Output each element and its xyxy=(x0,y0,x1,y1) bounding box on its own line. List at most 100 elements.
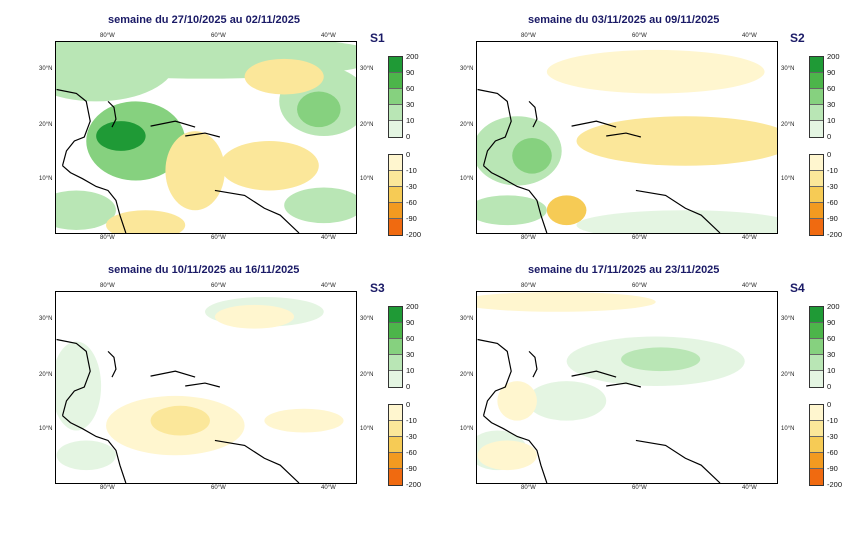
lat-tick-label: 20°N xyxy=(460,372,474,378)
dry-color-swatch xyxy=(810,155,823,171)
lon-tick-label: 60°W xyxy=(632,283,647,289)
lat-tick-label: 10°N xyxy=(360,176,374,182)
dry-anomaly-area xyxy=(497,381,537,421)
panel-title: semaine du 17/11/2025 au 23/11/2025 xyxy=(528,264,720,276)
lon-tick-label: 80°W xyxy=(100,33,115,39)
wet-scale-label: 30 xyxy=(827,350,836,359)
panel-label: S4 xyxy=(790,281,805,295)
wet-color-swatch xyxy=(810,371,823,387)
lon-tick-label: 60°W xyxy=(632,235,647,241)
map-field xyxy=(56,296,344,483)
lon-tick-label: 80°W xyxy=(100,485,115,491)
wet-color-swatch xyxy=(389,73,402,89)
map-field xyxy=(477,49,777,233)
wet-anomaly-area xyxy=(477,195,547,226)
dry-color-swatch xyxy=(389,155,402,171)
dry-scale-label: -30 xyxy=(827,182,838,191)
lon-tick-label: 40°W xyxy=(321,485,336,491)
lat-tick-label: 10°N xyxy=(781,426,795,432)
coastline xyxy=(214,189,300,233)
wet-color-swatch xyxy=(810,323,823,339)
wet-anomaly-area xyxy=(621,347,701,372)
coastline xyxy=(571,120,617,128)
dry-color-swatch xyxy=(810,437,823,453)
dry-scale-label: -60 xyxy=(406,448,417,457)
lat-tick-label: 30°N xyxy=(460,316,474,322)
wet-anomaly-area xyxy=(527,381,607,421)
panel-label: S2 xyxy=(790,31,805,45)
dry-color-scale xyxy=(388,404,403,486)
wet-color-swatch xyxy=(810,121,823,137)
lon-tick-label: 40°W xyxy=(742,33,757,39)
wet-scale-label: 10 xyxy=(827,116,836,125)
wet-anomaly-area xyxy=(56,440,116,471)
lat-tick-label: 30°N xyxy=(360,316,374,322)
lon-tick-label: 60°W xyxy=(632,33,647,39)
wet-anomaly-area xyxy=(512,137,552,174)
coastline xyxy=(62,165,127,233)
lon-tick-label: 80°W xyxy=(521,283,536,289)
wet-color-swatch xyxy=(389,355,402,371)
coastline xyxy=(571,370,617,378)
lon-tick-label: 40°W xyxy=(321,283,336,289)
dry-color-swatch xyxy=(810,187,823,203)
panel-label: S3 xyxy=(370,281,385,295)
lon-tick-label: 40°W xyxy=(321,235,336,241)
dry-anomaly-area xyxy=(150,405,210,436)
dry-scale-label: -10 xyxy=(827,166,838,175)
wet-color-swatch xyxy=(389,323,402,339)
coastline xyxy=(56,338,91,416)
coastline xyxy=(635,439,721,483)
wet-scale-label: 90 xyxy=(406,318,415,327)
dry-color-swatch xyxy=(810,421,823,437)
lon-tick-label: 40°W xyxy=(742,485,757,491)
lon-tick-label: 80°W xyxy=(100,235,115,241)
wet-color-swatch xyxy=(810,73,823,89)
wet-scale-label: 0 xyxy=(406,132,411,141)
dry-scale-label: -60 xyxy=(827,448,838,457)
dry-anomaly-area xyxy=(244,58,324,95)
wet-color-scale xyxy=(809,56,824,138)
wet-anomaly-area xyxy=(56,42,176,102)
wet-color-swatch xyxy=(389,57,402,73)
dry-color-swatch xyxy=(389,421,402,437)
dry-anomaly-area xyxy=(477,440,537,471)
dry-scale-label: -30 xyxy=(406,432,417,441)
dry-scale-label: -10 xyxy=(827,416,838,425)
dry-color-swatch xyxy=(389,187,402,203)
wet-color-scale xyxy=(809,306,824,388)
lat-tick-label: 10°N xyxy=(460,176,474,182)
wet-anomaly-area xyxy=(297,91,341,128)
wet-color-swatch xyxy=(389,339,402,355)
dry-scale-label: -200 xyxy=(827,230,843,239)
wet-scale-label: 10 xyxy=(827,366,836,375)
coastline xyxy=(528,350,538,378)
dry-color-swatch xyxy=(810,469,823,485)
lat-tick-label: 30°N xyxy=(781,66,795,72)
dry-anomaly-area xyxy=(264,408,344,433)
dry-scale-label: -90 xyxy=(827,214,838,223)
coastline xyxy=(483,165,548,233)
dry-anomaly-area xyxy=(214,304,295,329)
wet-scale-label: 10 xyxy=(406,366,415,375)
lat-tick-label: 20°N xyxy=(39,122,53,128)
lon-tick-label: 60°W xyxy=(211,33,226,39)
lat-tick-label: 10°N xyxy=(39,426,53,432)
dry-scale-label: -90 xyxy=(827,464,838,473)
wet-scale-label: 0 xyxy=(827,132,832,141)
anomaly-map xyxy=(476,291,778,484)
coastline xyxy=(150,370,196,378)
lat-tick-label: 10°N xyxy=(460,426,474,432)
dry-anomaly-area xyxy=(219,140,319,191)
dry-anomaly-area xyxy=(165,131,225,211)
dry-scale-label: -60 xyxy=(406,198,417,207)
dry-scale-label: -200 xyxy=(406,480,422,489)
lon-tick-label: 60°W xyxy=(211,283,226,289)
wet-scale-label: 0 xyxy=(827,382,832,391)
dry-color-swatch xyxy=(389,203,402,219)
wet-color-swatch xyxy=(810,105,823,121)
wet-color-swatch xyxy=(810,355,823,371)
coastline xyxy=(606,132,642,138)
coastline xyxy=(477,88,512,166)
coastline xyxy=(606,382,642,388)
